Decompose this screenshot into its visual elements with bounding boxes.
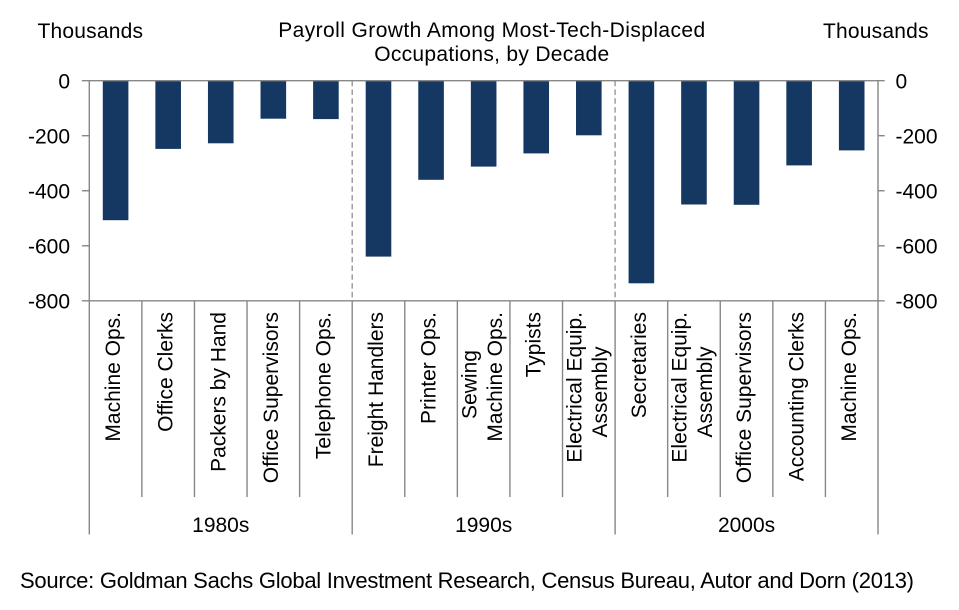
svg-text:Electrical Equip.: Electrical Equip. [564,312,587,463]
svg-text:Office Supervisors: Office Supervisors [260,312,283,483]
svg-text:-200: -200 [28,125,70,148]
svg-text:Assembly: Assembly [589,346,612,438]
svg-text:-400: -400 [896,180,938,203]
svg-text:-600: -600 [896,235,938,258]
svg-text:Machine Ops.: Machine Ops. [484,312,507,442]
svg-text:Typists: Typists [523,312,546,377]
svg-text:-600: -600 [28,235,70,258]
svg-text:Secretaries: Secretaries [628,312,651,418]
svg-text:Freight Handlers: Freight Handlers [365,312,388,467]
svg-text:Payroll Growth Among Most-Tech: Payroll Growth Among Most-Tech-Displaced [278,19,705,42]
svg-text:Source: Goldman Sachs Global I: Source: Goldman Sachs Global Investment … [20,568,914,593]
svg-text:Thousands: Thousands [38,20,144,43]
svg-text:Accounting Clerks: Accounting Clerks [786,312,809,481]
svg-text:-200: -200 [896,125,938,148]
svg-text:-800: -800 [28,290,70,313]
svg-text:Occupations, by Decade: Occupations, by Decade [374,43,609,66]
svg-text:2000s: 2000s [718,514,775,537]
svg-text:Office Clerks: Office Clerks [155,312,178,432]
svg-text:1980s: 1980s [192,514,249,537]
svg-text:Sewing: Sewing [458,350,481,419]
svg-text:Assembly: Assembly [694,346,717,438]
svg-text:1990s: 1990s [455,514,512,537]
svg-text:Packers by Hand: Packers by Hand [207,312,230,472]
svg-text:0: 0 [58,70,70,93]
svg-text:Thousands: Thousands [823,20,929,43]
svg-text:0: 0 [896,70,908,93]
svg-text:Office Supervisors: Office Supervisors [733,312,756,483]
svg-text:Telephone Ops.: Telephone Ops. [312,312,335,459]
svg-text:-800: -800 [896,290,938,313]
svg-text:Machine Ops.: Machine Ops. [102,312,125,442]
svg-text:Electrical Equip.: Electrical Equip. [669,312,692,463]
svg-text:Machine Ops.: Machine Ops. [838,312,861,442]
svg-text:-400: -400 [28,180,70,203]
svg-text:Printer Ops.: Printer Ops. [418,312,441,424]
